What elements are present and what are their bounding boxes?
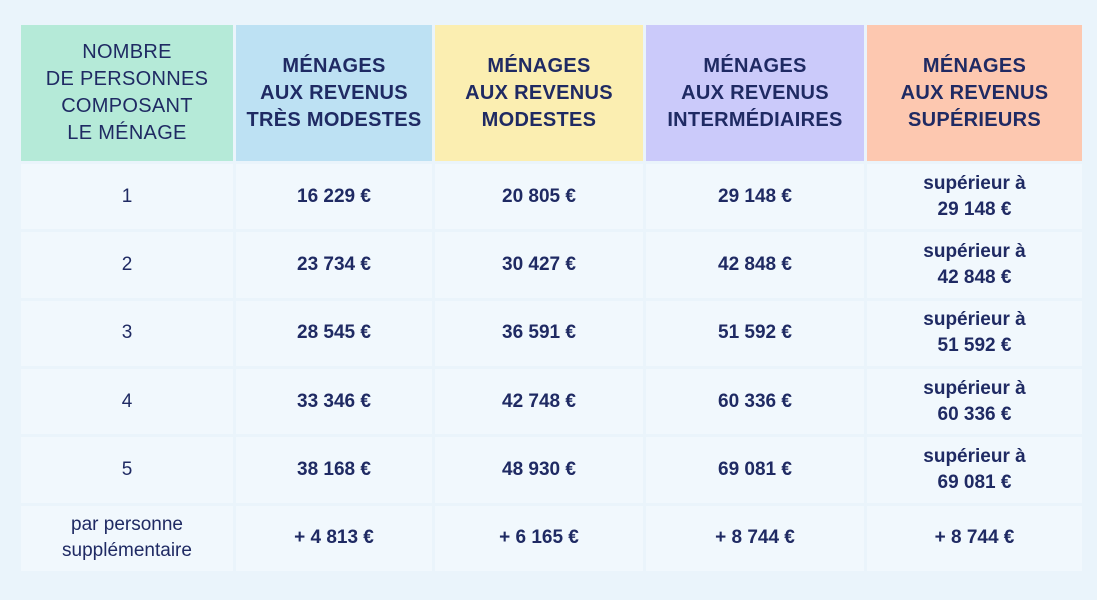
table-row: 3 28 545 €36 591 €51 592 € supérieur à 51 5… <box>21 300 1082 366</box>
superieurs-value: supérieur à <box>923 309 1026 331</box>
table-row: 2 23 734 €30 427 €42 848 € supérieur à 42 8… <box>21 232 1082 298</box>
header-line: supérieurs <box>907 108 1042 131</box>
header-line: Ménages <box>487 54 591 77</box>
header-line: Ménages <box>703 54 807 77</box>
header-tres-modestes: Ménages aux revenus très modestes <box>236 25 432 161</box>
table-body: 1 16 229 €20 805 €29 148 € supérieur à 29 1… <box>21 164 1082 571</box>
income-cell-modestes: 30 427 € <box>435 232 643 298</box>
income-cell-superieurs: supérieur à 60 336 € <box>867 368 1082 435</box>
income-cell-modestes: + 6 165 € <box>435 505 643 571</box>
superieurs-value: 60 336 € <box>937 403 1012 425</box>
header-line: très modestes <box>246 108 422 131</box>
income-cell-intermediaires: 69 081 € <box>646 437 864 503</box>
income-cell-superieurs: supérieur à 42 848 € <box>867 232 1082 298</box>
header-line: aux revenus <box>900 81 1049 104</box>
income-cell-modestes: 48 930 € <box>435 437 643 503</box>
header-line: aux revenus <box>465 81 613 104</box>
persons-cell: 1 <box>21 164 233 230</box>
table-row: 5 38 168 €48 930 €69 081 € supérieur à 69 0… <box>21 437 1082 503</box>
header-line: modestes <box>481 108 597 131</box>
income-cell-modestes: 42 748 € <box>435 368 643 435</box>
income-cell-tres-modestes: + 4 813 € <box>236 505 432 571</box>
table-row: par personne supplémentaire + 4 813 € + 6 1… <box>21 505 1082 571</box>
table-row: 1 16 229 €20 805 €29 148 € supérieur à 29 1… <box>21 164 1082 230</box>
header-line: Ménages <box>282 54 386 77</box>
superieurs-value: supérieur à <box>923 240 1026 262</box>
persons-cell: 3 <box>21 300 233 366</box>
superieurs-value: 42 848 € <box>937 266 1012 288</box>
header-line: le ménage <box>67 122 187 144</box>
persons-cell: 2 <box>21 232 233 298</box>
header-superieurs: Ménages aux revenus supérieurs <box>867 25 1082 161</box>
table-row: 4 33 346 €42 748 €60 336 € supérieur à 60 3… <box>21 368 1082 435</box>
header-line: aux revenus <box>260 81 408 104</box>
header-modestes: Ménages aux revenus modestes <box>435 25 643 161</box>
superieurs-value: supérieur à <box>923 445 1026 467</box>
header-line: Ménages <box>922 54 1027 77</box>
income-cell-tres-modestes: 38 168 € <box>236 437 432 503</box>
income-cell-superieurs: + 8 744 € <box>867 505 1082 571</box>
superieurs-value: supérieur à <box>923 377 1026 399</box>
header-line: intermédiaires <box>667 108 843 131</box>
persons-cell: 4 <box>21 368 233 435</box>
superieurs-value: 29 148 € <box>937 198 1012 220</box>
persons-value: 2 <box>121 253 133 275</box>
superieurs-value: + 8 744 € <box>934 527 1015 549</box>
persons-value: 3 <box>121 322 133 344</box>
income-cell-intermediaires: 60 336 € <box>646 368 864 435</box>
persons-value: 1 <box>121 185 133 207</box>
superieurs-value: 69 081 € <box>937 471 1012 493</box>
income-cell-tres-modestes: 23 734 € <box>236 232 432 298</box>
income-cell-tres-modestes: 16 229 € <box>236 164 432 230</box>
header-line: aux revenus <box>681 81 829 104</box>
income-cell-modestes: 20 805 € <box>435 164 643 230</box>
income-cell-modestes: 36 591 € <box>435 300 643 366</box>
header-line: Nombre <box>82 41 172 63</box>
income-cell-superieurs: supérieur à 29 148 € <box>867 164 1082 230</box>
superieurs-value: supérieur à <box>923 172 1026 194</box>
income-cell-superieurs: supérieur à 51 592 € <box>867 300 1082 366</box>
persons-cell: par personne supplémentaire <box>21 505 233 571</box>
income-cell-intermediaires: + 8 744 € <box>646 505 864 571</box>
income-cell-intermediaires: 29 148 € <box>646 164 864 230</box>
income-cell-superieurs: supérieur à 69 081 € <box>867 437 1082 503</box>
persons-value: 4 <box>121 390 133 412</box>
persons-value: supplémentaire <box>62 540 192 562</box>
persons-cell: 5 <box>21 437 233 503</box>
persons-value: par personne <box>71 514 183 536</box>
header-line: composant <box>61 95 193 117</box>
income-cell-intermediaires: 51 592 € <box>646 300 864 366</box>
persons-value: 5 <box>121 458 133 480</box>
income-cell-tres-modestes: 28 545 € <box>236 300 432 366</box>
income-cell-intermediaires: 42 848 € <box>646 232 864 298</box>
superieurs-value: 51 592 € <box>937 335 1012 357</box>
header-intermediaires: Ménages aux revenus intermédiaires <box>646 25 864 161</box>
income-cell-tres-modestes: 33 346 € <box>236 368 432 435</box>
